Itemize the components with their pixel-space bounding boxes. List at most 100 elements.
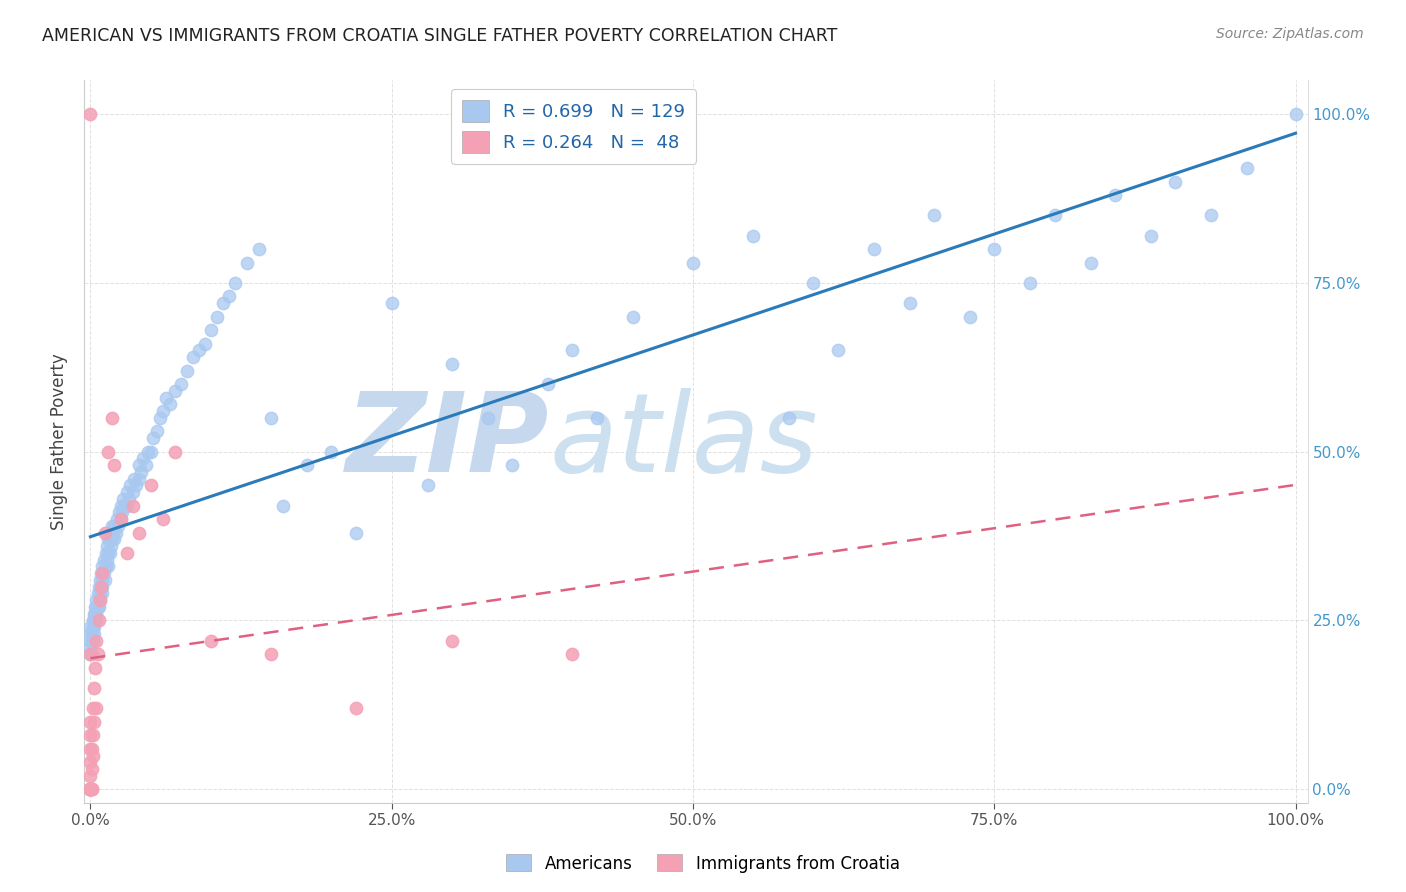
Point xyxy=(128,458,150,472)
Point xyxy=(98,546,121,560)
Point xyxy=(139,478,162,492)
Point xyxy=(97,444,120,458)
Point xyxy=(983,242,1005,256)
Point xyxy=(381,296,404,310)
Point xyxy=(1199,208,1222,222)
Point xyxy=(416,478,439,492)
Point xyxy=(79,647,101,661)
Point xyxy=(96,552,118,566)
Point xyxy=(86,633,108,648)
Point xyxy=(79,647,101,661)
Point xyxy=(1019,276,1042,290)
Text: AMERICAN VS IMMIGRANTS FROM CROATIA SINGLE FATHER POVERTY CORRELATION CHART: AMERICAN VS IMMIGRANTS FROM CROATIA SING… xyxy=(42,27,838,45)
Point xyxy=(163,444,186,458)
Point xyxy=(176,364,198,378)
Point xyxy=(1236,161,1258,175)
Point xyxy=(86,701,108,715)
Point xyxy=(321,444,343,458)
Point xyxy=(82,748,104,763)
Point xyxy=(128,472,150,486)
Point xyxy=(344,525,367,540)
Point xyxy=(898,296,921,310)
Point xyxy=(959,310,981,324)
Point xyxy=(682,255,704,269)
Point xyxy=(83,614,105,628)
Point xyxy=(440,357,463,371)
Point xyxy=(82,614,104,628)
Point xyxy=(80,782,103,797)
Point xyxy=(561,647,583,661)
Point xyxy=(86,599,108,614)
Point xyxy=(778,411,800,425)
Point xyxy=(93,566,115,581)
Point xyxy=(79,640,101,655)
Point xyxy=(132,451,155,466)
Point xyxy=(152,512,174,526)
Point xyxy=(91,580,114,594)
Point xyxy=(97,533,120,547)
Text: atlas: atlas xyxy=(550,388,818,495)
Point xyxy=(1080,255,1102,269)
Point xyxy=(96,539,118,553)
Point xyxy=(1164,175,1187,189)
Point xyxy=(83,620,105,634)
Point xyxy=(97,559,120,574)
Point xyxy=(121,499,143,513)
Point xyxy=(585,411,607,425)
Point xyxy=(827,343,849,358)
Point xyxy=(1140,228,1163,243)
Point xyxy=(561,343,583,358)
Point xyxy=(142,431,165,445)
Point xyxy=(181,350,204,364)
Point xyxy=(79,741,101,756)
Point xyxy=(170,377,193,392)
Point xyxy=(537,377,560,392)
Point xyxy=(80,627,103,641)
Point xyxy=(111,505,134,519)
Point xyxy=(101,519,124,533)
Point xyxy=(86,647,108,661)
Point xyxy=(247,242,270,256)
Point xyxy=(742,228,765,243)
Point xyxy=(89,573,111,587)
Point xyxy=(79,627,101,641)
Point xyxy=(79,782,101,797)
Point xyxy=(94,559,117,574)
Point xyxy=(103,533,125,547)
Point xyxy=(163,384,186,398)
Point xyxy=(297,458,319,472)
Point xyxy=(91,586,114,600)
Point xyxy=(80,782,103,797)
Point xyxy=(93,552,115,566)
Legend: R = 0.699   N = 129, R = 0.264   N =  48: R = 0.699 N = 129, R = 0.264 N = 48 xyxy=(451,89,696,164)
Point xyxy=(80,762,103,776)
Point xyxy=(218,289,240,303)
Point xyxy=(922,208,945,222)
Point xyxy=(84,599,107,614)
Point xyxy=(94,559,117,574)
Point xyxy=(477,411,499,425)
Point xyxy=(200,633,222,648)
Point xyxy=(194,336,217,351)
Point xyxy=(128,525,150,540)
Point xyxy=(122,472,145,486)
Point xyxy=(84,607,107,621)
Point xyxy=(205,310,228,324)
Point xyxy=(224,276,246,290)
Point xyxy=(135,458,157,472)
Point xyxy=(125,478,148,492)
Point xyxy=(621,310,644,324)
Point xyxy=(80,633,103,648)
Text: ZIP: ZIP xyxy=(346,388,550,495)
Point xyxy=(129,465,152,479)
Point xyxy=(501,458,523,472)
Point xyxy=(271,499,294,513)
Point xyxy=(344,701,367,715)
Point xyxy=(79,620,101,634)
Point xyxy=(152,404,174,418)
Point xyxy=(79,728,101,742)
Point xyxy=(79,782,101,797)
Point xyxy=(79,756,101,770)
Point xyxy=(79,714,101,729)
Point xyxy=(121,485,143,500)
